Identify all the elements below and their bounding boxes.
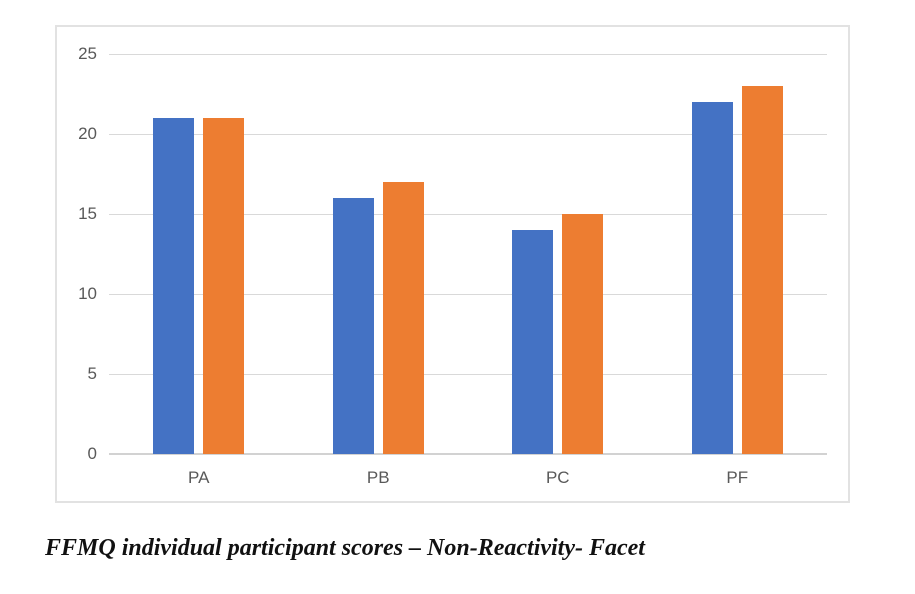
x-axis-line <box>109 453 827 455</box>
figure-caption: FFMQ individual participant scores – Non… <box>45 535 645 561</box>
y-tick-label: 5 <box>87 364 97 383</box>
gridline <box>109 54 827 55</box>
gridline <box>109 134 827 135</box>
bar-orange-pb <box>382 182 424 454</box>
x-tick-label-pb: PB <box>366 468 390 487</box>
y-tick-label: 15 <box>78 204 97 223</box>
chart-panel: 0 5 10 15 20 25 PA PB PC PF <box>55 25 850 503</box>
x-tick-label-pf: PF <box>726 468 749 487</box>
y-tick-label: 10 <box>78 284 97 303</box>
bar-orange-pf <box>741 86 783 454</box>
gridline <box>109 214 827 215</box>
bar-orange-pc <box>562 214 604 454</box>
bar-blue-pf <box>691 102 733 454</box>
y-tick-label: 25 <box>78 44 97 63</box>
bar-blue-pb <box>332 198 374 454</box>
bar-blue-pa <box>153 118 195 454</box>
x-tick-label-pc: PC <box>545 468 570 487</box>
gridline <box>109 294 827 295</box>
bar-orange-pa <box>203 118 245 454</box>
plot-area: 0 5 10 15 20 25 PA PB PC PF <box>57 27 848 501</box>
gridline <box>109 374 827 375</box>
x-tick-label-pa: PA <box>188 468 210 487</box>
y-tick-label: 20 <box>78 124 97 143</box>
y-tick-label: 0 <box>87 444 97 463</box>
bar-blue-pc <box>512 230 554 454</box>
